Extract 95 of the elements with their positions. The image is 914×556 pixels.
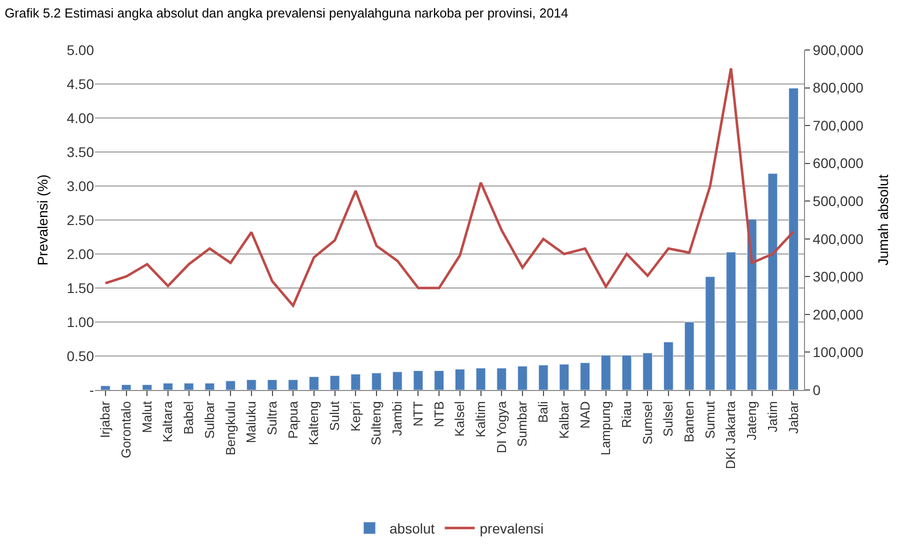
y-tick-label: 2.50 <box>66 212 94 228</box>
x-tick-label: Jateng <box>744 401 760 440</box>
x-tick-label: Malut <box>139 400 154 433</box>
x-tick-label: Irjabar <box>98 400 113 438</box>
bar <box>642 352 653 390</box>
y-tick-label: 2.00 <box>66 246 94 262</box>
chart-title: Grafik 5.2 Estimasi angka absolut dan angka prevalensi penyalahguna narkoba per provinsi, 2014 <box>4 5 568 20</box>
bar <box>350 374 361 390</box>
y-tick-label: 4.00 <box>66 110 94 126</box>
bar <box>496 368 507 390</box>
y2-tick-label: 300,000 <box>812 268 864 285</box>
bar <box>184 382 194 390</box>
x-tick-label: Banten <box>682 401 697 442</box>
bar <box>476 368 486 390</box>
x-tick-label: Kaltim <box>473 401 488 438</box>
x-tick-label: Gorontalo <box>118 401 134 458</box>
x-tick-label: Sumbar <box>514 400 530 447</box>
x-tick-label: Kalbar <box>556 400 572 439</box>
bar <box>163 382 173 390</box>
bar <box>600 354 611 390</box>
y2-tick-label: 200,000 <box>812 306 864 322</box>
y2-tick-label: 700,000 <box>812 117 864 134</box>
x-tick-label: DKI Jakarta <box>723 400 738 470</box>
y2-tick-label: 800,000 <box>812 80 864 96</box>
x-tick-label: Kepri <box>348 401 363 432</box>
y-tick-label: 0.50 <box>66 348 94 364</box>
x-tick-label: Jabar <box>786 400 801 434</box>
bar <box>226 380 236 390</box>
x-tick-label: Sumut <box>702 400 718 439</box>
bar <box>434 370 444 390</box>
y-tick-label: 1.00 <box>66 314 94 330</box>
x-tick-label: Babel <box>181 401 196 434</box>
y-tick-label: 3.00 <box>66 178 94 194</box>
bar <box>705 276 716 390</box>
y2-tick-label: 0 <box>812 382 821 398</box>
legend-label: prevalensi <box>480 520 544 536</box>
x-tick-label: NAD <box>577 401 592 429</box>
bar <box>580 362 590 390</box>
bar <box>267 380 278 390</box>
x-tick-label: Jambi <box>390 401 405 436</box>
y-tick-label: 5.00 <box>66 42 94 58</box>
bar <box>454 368 465 390</box>
bar <box>121 384 132 390</box>
y2-tick-label: 900,000 <box>812 42 864 58</box>
bar <box>746 218 757 390</box>
x-tick-label: Bengkulu <box>222 401 238 456</box>
y-tick-label: 4.50 <box>66 76 94 92</box>
y2-tick-label: 100,000 <box>812 344 864 360</box>
x-tick-label: Bali <box>536 401 551 423</box>
x-tick-label: DI Yogya <box>494 400 509 454</box>
bar <box>559 364 570 390</box>
y-axis-title: Prevalensi (%) <box>34 174 50 266</box>
y-tick-label: 3.50 <box>66 144 94 160</box>
bar <box>518 366 528 390</box>
y2-tick-label: 400,000 <box>812 230 864 247</box>
y-tick-label: 1.50 <box>66 280 94 296</box>
bar <box>622 354 632 390</box>
x-tick-label: Kaltara <box>160 400 176 442</box>
bar <box>372 372 382 390</box>
bar <box>142 384 152 390</box>
y2-tick-label: 500,000 <box>812 193 864 210</box>
y2-axis-title: Jumah absolut <box>874 174 891 266</box>
x-tick-label: NTT <box>410 401 426 426</box>
x-tick-label: Sultra <box>264 400 280 436</box>
bar <box>726 252 736 390</box>
x-tick-label: Sulsel <box>660 401 676 437</box>
bar <box>664 342 674 390</box>
x-tick-label: Maluku <box>244 401 259 444</box>
bar <box>392 372 402 390</box>
x-tick-label: Lampung <box>598 401 614 456</box>
line-series <box>104 67 795 307</box>
x-tick-label: Riau <box>618 401 634 428</box>
bar <box>413 370 424 390</box>
x-tick-label: Papua <box>285 400 300 439</box>
bar <box>309 376 319 390</box>
x-tick-label: Sumsel <box>640 401 655 445</box>
y-tick-label: - <box>89 382 94 398</box>
bar <box>538 364 548 390</box>
bar <box>288 380 298 390</box>
bar <box>246 380 256 390</box>
bar <box>788 88 799 390</box>
bar <box>684 322 694 390</box>
legend-label: absolut <box>390 520 435 536</box>
x-tick-label: Sulteng <box>368 401 384 446</box>
x-tick-label: Jatim <box>764 401 780 432</box>
bar <box>768 173 778 390</box>
bar <box>204 382 215 390</box>
x-tick-label: Kalsel <box>452 401 468 437</box>
bar <box>330 375 340 390</box>
x-tick-label: NTB <box>431 401 446 428</box>
x-tick-label: Sulut <box>327 400 342 431</box>
x-tick-label: Sulbar <box>202 400 217 439</box>
bar <box>100 386 110 390</box>
y2-tick-label: 600,000 <box>812 155 864 172</box>
x-tick-label: Kalteng <box>306 401 322 446</box>
